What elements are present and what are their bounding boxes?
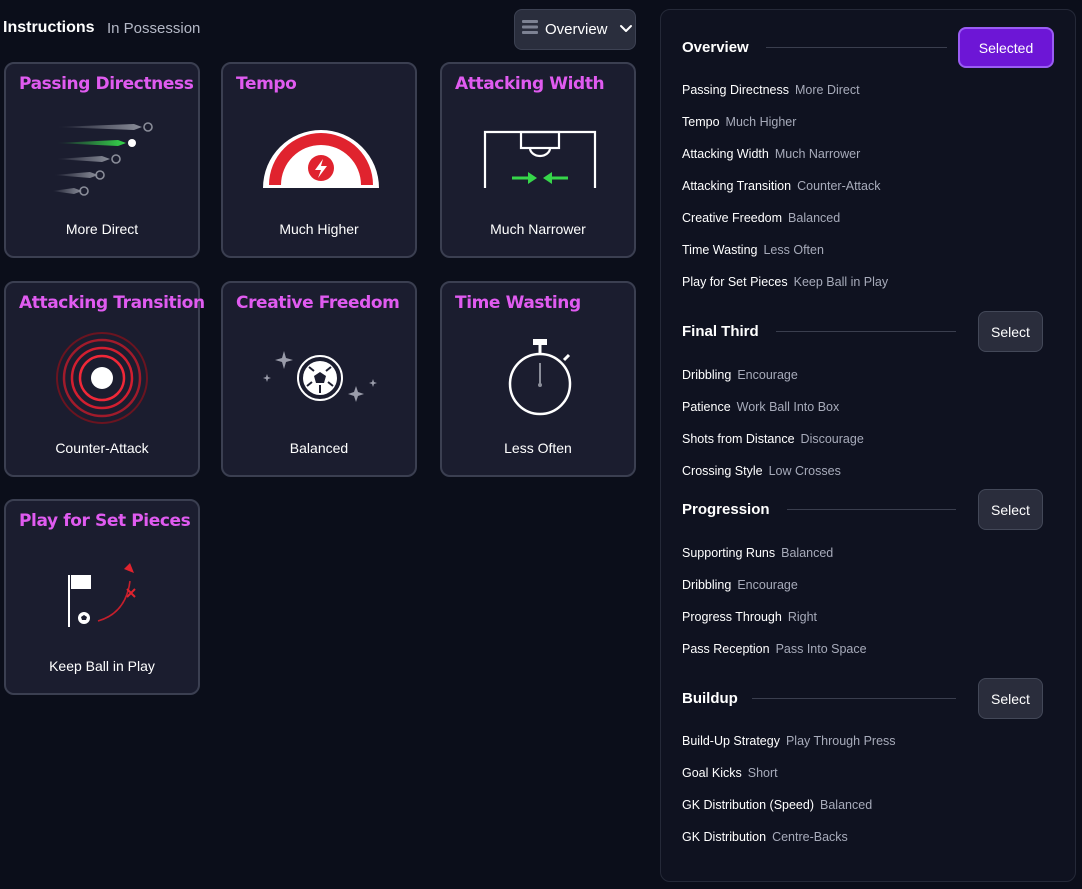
view-dropdown[interactable]: Overview bbox=[514, 9, 636, 50]
card-tempo[interactable]: Tempo Much Higher bbox=[221, 62, 417, 258]
list-item: Shots from Distance Discourage bbox=[682, 432, 864, 446]
stopwatch-icon bbox=[442, 283, 638, 484]
card-title: Passing Directness bbox=[19, 74, 194, 94]
card-attacking-width[interactable]: Attacking Width Much Narrower bbox=[440, 62, 636, 258]
ball-sparkle-icon bbox=[223, 283, 419, 484]
list-item: Supporting Runs Balanced bbox=[682, 546, 834, 560]
card-value: Much Narrower bbox=[490, 221, 586, 237]
pitch-width-icon bbox=[442, 64, 638, 265]
card-title: Tempo bbox=[236, 74, 297, 94]
card-creative-freedom[interactable]: Creative Freedom Balanced bbox=[221, 281, 417, 477]
select-button-final-third[interactable]: Select bbox=[978, 311, 1043, 352]
section-title-final-third: Final Third bbox=[682, 323, 759, 340]
divider bbox=[787, 509, 956, 510]
card-value: More Direct bbox=[65, 221, 139, 237]
card-title: Creative Freedom bbox=[236, 293, 400, 313]
corner-flag-icon bbox=[6, 501, 202, 702]
section-title-progression: Progression bbox=[682, 501, 770, 518]
list-item: Pass Reception Pass Into Space bbox=[682, 642, 867, 656]
card-value: Keep Ball in Play bbox=[49, 658, 155, 674]
passing-arrows-icon bbox=[6, 64, 202, 265]
list-item: Build-Up Strategy Play Through Press bbox=[682, 734, 896, 748]
card-title: Attacking Width bbox=[455, 74, 605, 94]
list-item: Play for Set Pieces Keep Ball in Play bbox=[682, 275, 889, 289]
card-title: Time Wasting bbox=[455, 293, 581, 313]
card-value: Less Often bbox=[504, 440, 572, 456]
list-item: Progress Through Right bbox=[682, 610, 818, 624]
card-play-for-set-pieces[interactable]: Play for Set Pieces Keep Ball in Play bbox=[4, 499, 200, 695]
card-time-wasting[interactable]: Time Wasting Less Often bbox=[440, 281, 636, 477]
divider bbox=[752, 698, 956, 699]
page-title: Instructions bbox=[3, 19, 95, 36]
list-item: Passing Directness More Direct bbox=[682, 83, 860, 97]
tempo-gauge-icon bbox=[223, 64, 419, 265]
list-item: Dribbling Encourage bbox=[682, 368, 798, 382]
divider bbox=[776, 331, 956, 332]
page-subtitle: In Possession bbox=[107, 20, 201, 37]
selected-button-overview[interactable]: Selected bbox=[958, 27, 1054, 68]
target-rings-icon bbox=[6, 283, 202, 484]
instructions-panel: Overview Selected Passing Directness More… bbox=[660, 9, 1076, 882]
select-button-buildup[interactable]: Select bbox=[978, 678, 1043, 719]
section-title-overview: Overview bbox=[682, 39, 749, 56]
section-title-buildup: Buildup bbox=[682, 690, 738, 707]
list-item: Dribbling Encourage bbox=[682, 578, 798, 592]
list-item: Time Wasting Less Often bbox=[682, 243, 824, 257]
list-item: Tempo Much Higher bbox=[682, 115, 797, 129]
list-item: Crossing Style Low Crosses bbox=[682, 464, 841, 478]
card-value: Counter-Attack bbox=[55, 440, 149, 456]
list-icon bbox=[522, 19, 538, 40]
list-item: Attacking Transition Counter-Attack bbox=[682, 179, 881, 193]
card-attacking-transition[interactable]: Attacking Transition Counter-Attack bbox=[4, 281, 205, 477]
list-item: Attacking Width Much Narrower bbox=[682, 147, 861, 161]
card-title: Play for Set Pieces bbox=[19, 511, 191, 531]
view-dropdown-label: Overview bbox=[545, 21, 608, 38]
divider bbox=[766, 47, 947, 48]
select-button-progression[interactable]: Select bbox=[978, 489, 1043, 530]
list-item: Creative Freedom Balanced bbox=[682, 211, 841, 225]
chevron-down-icon bbox=[619, 21, 633, 39]
list-item: GK Distribution (Speed) Balanced bbox=[682, 798, 873, 812]
card-value: Much Higher bbox=[279, 221, 359, 237]
list-item: Goal Kicks Short bbox=[682, 766, 778, 780]
card-value: Balanced bbox=[289, 440, 349, 456]
list-item: Patience Work Ball Into Box bbox=[682, 400, 840, 414]
card-passing-directness[interactable]: Passing Directness More Direct bbox=[4, 62, 200, 258]
list-item: GK Distribution Centre-Backs bbox=[682, 830, 848, 844]
card-title: Attacking Transition bbox=[19, 293, 205, 313]
